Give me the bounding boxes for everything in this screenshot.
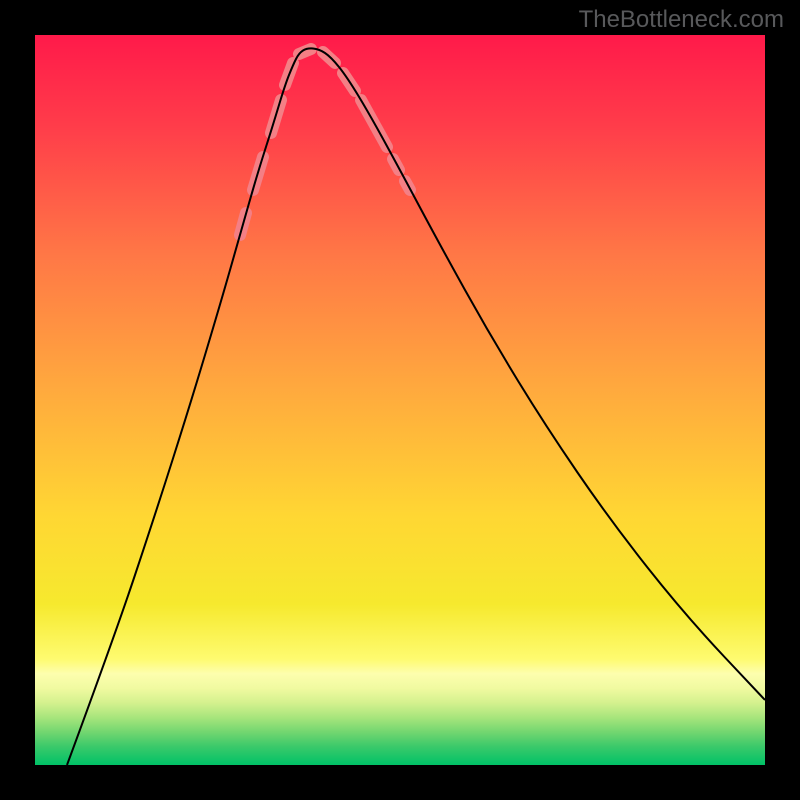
chart-svg [35,35,765,765]
watermark-text: TheBottleneck.com [579,6,784,34]
plot-background [35,35,765,765]
chart-frame: TheBottleneck.com [0,0,800,800]
